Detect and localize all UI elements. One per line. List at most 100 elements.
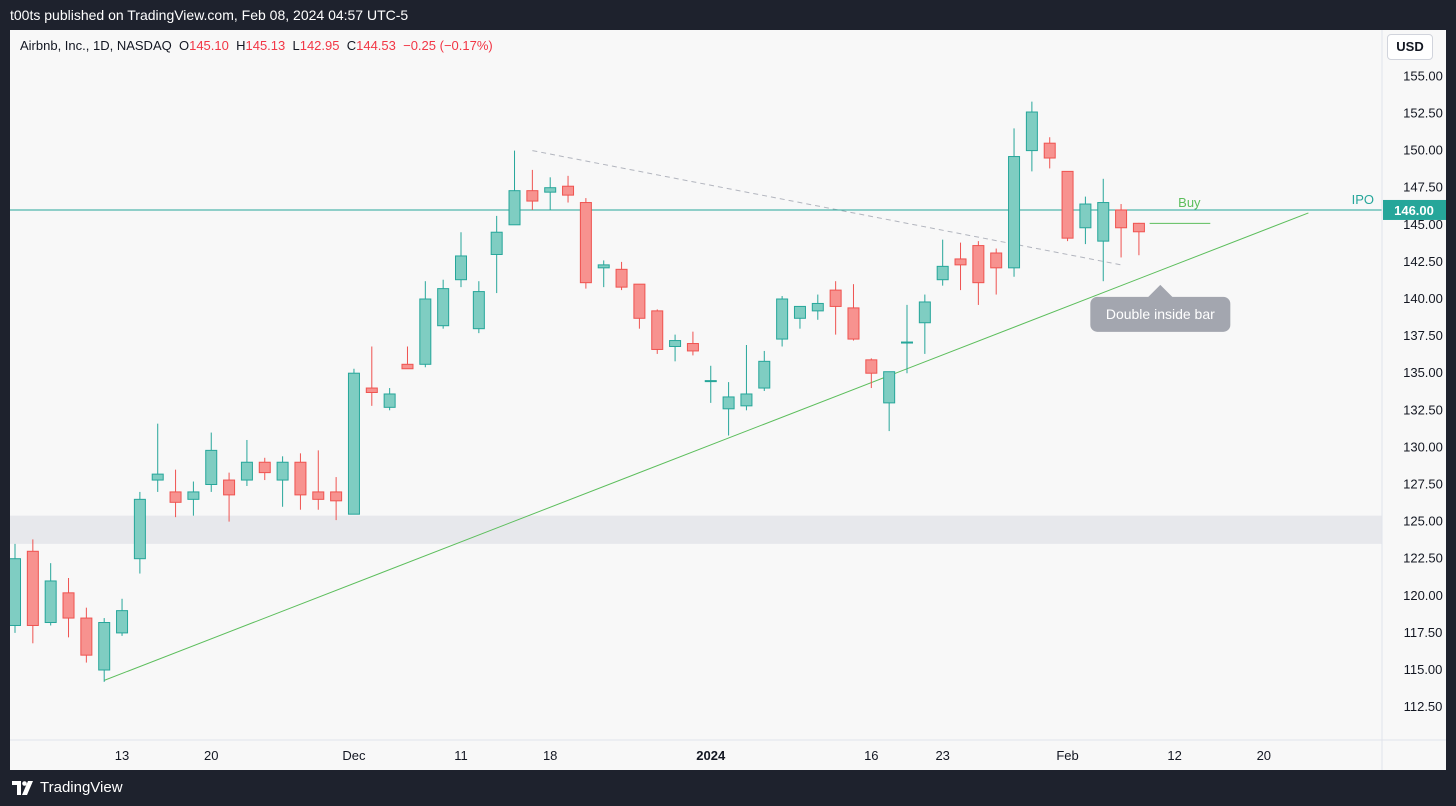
candle: [811, 294, 824, 320]
price-tick-label: 147.50: [1403, 180, 1443, 195]
currency-button[interactable]: USD: [1387, 34, 1433, 60]
time-tick-label: 16: [864, 748, 878, 763]
candle-body: [98, 622, 111, 671]
candle: [490, 215, 503, 294]
candle: [116, 598, 129, 636]
dashed-trendline: [532, 150, 1122, 266]
legend-symbol: Airbnb, Inc., 1D, NASDAQ: [20, 38, 172, 53]
candle: [1025, 101, 1038, 172]
candle: [793, 305, 806, 329]
candle: [276, 456, 289, 507]
chart-area[interactable]: IPO Buy Double inside bar 155.00 152.50 150.0…: [10, 30, 1446, 770]
candle-body: [544, 187, 557, 193]
candle: [1115, 204, 1128, 258]
candle-body: [936, 265, 949, 281]
candle: [169, 469, 182, 518]
candle-body: [686, 343, 699, 352]
candle-body: [597, 264, 610, 269]
candle-body: [80, 617, 93, 656]
chart-legend: Airbnb, Inc., 1D, NASDAQ O145.10 H145.13…: [20, 38, 493, 53]
candle-body: [918, 301, 931, 324]
candle-body: [579, 202, 592, 284]
candle: [544, 177, 557, 210]
candle-body: [954, 258, 967, 266]
candle: [829, 281, 842, 335]
candle: [472, 281, 485, 334]
legend-close-label: C: [346, 38, 357, 53]
candle-body: [44, 580, 57, 624]
candlestick-chart[interactable]: IPO Buy Double inside bar 155.00 152.50 150.0…: [10, 30, 1446, 770]
candle: [1079, 196, 1092, 245]
footer-bar: TradingView: [0, 770, 1456, 806]
price-tick-label: 130.00: [1403, 439, 1443, 454]
candle: [151, 423, 164, 492]
candle: [633, 283, 646, 329]
time-tick-label: 11: [454, 748, 468, 763]
candle-body: [633, 283, 646, 319]
candle: [597, 260, 610, 288]
candle-body: [1061, 170, 1074, 239]
price-tick-label: 127.50: [1403, 477, 1443, 492]
candle: [44, 563, 57, 626]
price-tick-label: 150.00: [1403, 143, 1443, 158]
legend-high-value: 145.13: [245, 38, 286, 53]
candle: [240, 439, 253, 486]
candle: [1061, 170, 1074, 242]
candle-body: [383, 393, 396, 408]
candle: [1132, 222, 1145, 256]
candle-body: [240, 461, 253, 481]
candle-body: [883, 371, 896, 404]
candle: [347, 368, 360, 515]
candle-body: [811, 302, 824, 312]
candle: [972, 241, 985, 305]
candle: [383, 388, 396, 411]
legend-open-value: 145.10: [189, 38, 229, 53]
candle-body: [26, 550, 39, 626]
publisher-text: t00ts published on TradingView.com, Feb …: [10, 7, 409, 23]
candle: [722, 382, 735, 436]
price-tick-label: 142.50: [1403, 254, 1443, 269]
candle-body: [10, 558, 21, 626]
candle: [437, 279, 450, 329]
candle-body: [758, 360, 771, 389]
candle: [26, 539, 39, 644]
candle-body: [1043, 142, 1056, 159]
time-tick-label: Feb: [1056, 748, 1078, 763]
candle: [847, 284, 860, 341]
candle: [526, 169, 539, 210]
candle: [205, 432, 218, 492]
candle: [187, 481, 200, 516]
time-tick-label: 13: [115, 748, 129, 763]
candle-body: [615, 268, 628, 288]
candle-body: [669, 340, 682, 347]
ipo-price-tag: [1383, 199, 1446, 220]
legend-change: −0.25 (−0.17%): [403, 38, 493, 53]
candle-body: [740, 393, 753, 407]
candle-body: [116, 610, 129, 634]
price-tick-label: 115.00: [1404, 662, 1443, 677]
price-tick-label: 155.00: [1403, 68, 1443, 83]
candle-body: [169, 491, 182, 503]
candle-body: [793, 305, 806, 319]
candle-body: [972, 245, 985, 284]
candle: [740, 345, 753, 411]
ipo-line-label: IPO: [1352, 192, 1374, 207]
candle: [936, 239, 949, 286]
time-tick-label: 2024: [696, 748, 726, 763]
candle: [704, 365, 717, 403]
candle: [615, 261, 628, 291]
candle: [80, 607, 93, 663]
price-tick-label: 125.00: [1403, 514, 1443, 529]
candle-body: [294, 461, 307, 496]
candle: [508, 150, 521, 226]
candle: [651, 309, 664, 354]
candle-body: [419, 298, 432, 365]
candle: [562, 175, 575, 203]
candle-body: [1025, 111, 1038, 152]
candle: [1097, 178, 1110, 282]
tradingview-brand[interactable]: TradingView: [12, 779, 123, 796]
candle-body: [526, 190, 539, 202]
candle: [918, 294, 931, 354]
candle-body: [508, 190, 521, 226]
price-tick-label: 132.50: [1403, 402, 1443, 417]
